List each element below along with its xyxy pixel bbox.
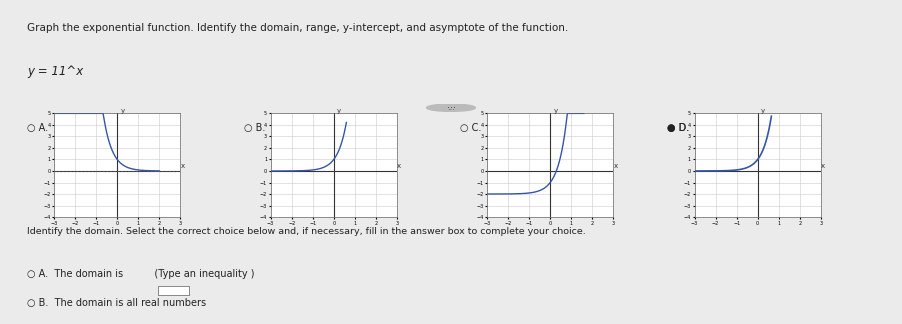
Text: ○ A.: ○ A. [27,123,48,133]
Text: Graph the exponential function. Identify the domain, range, y-intercept, and asy: Graph the exponential function. Identify… [27,23,568,33]
Circle shape [427,104,475,111]
Text: ● D.: ● D. [667,123,690,133]
Text: Identify the domain. Select the correct choice below and, if necessary, fill in : Identify the domain. Select the correct … [27,227,585,236]
Text: ···: ··· [446,103,456,113]
Text: ○ B.: ○ B. [244,123,265,133]
Text: x: x [821,163,825,168]
Text: ○ A.  The domain is          (Type an inequality ): ○ A. The domain is (Type an inequality ) [27,269,254,279]
Text: x: x [613,163,618,168]
Text: x: x [180,163,185,168]
Text: y: y [337,109,341,114]
Text: x: x [397,163,401,168]
Text: ○ C.: ○ C. [460,123,482,133]
Text: y: y [120,109,124,114]
Text: y = 11^x: y = 11^x [27,65,83,78]
Text: ○ B.  The domain is all real numbers: ○ B. The domain is all real numbers [27,298,207,308]
Text: y: y [554,109,557,114]
Text: ...: ... [447,103,455,112]
Text: ○ D.: ○ D. [667,123,690,133]
Text: y: y [761,109,765,114]
